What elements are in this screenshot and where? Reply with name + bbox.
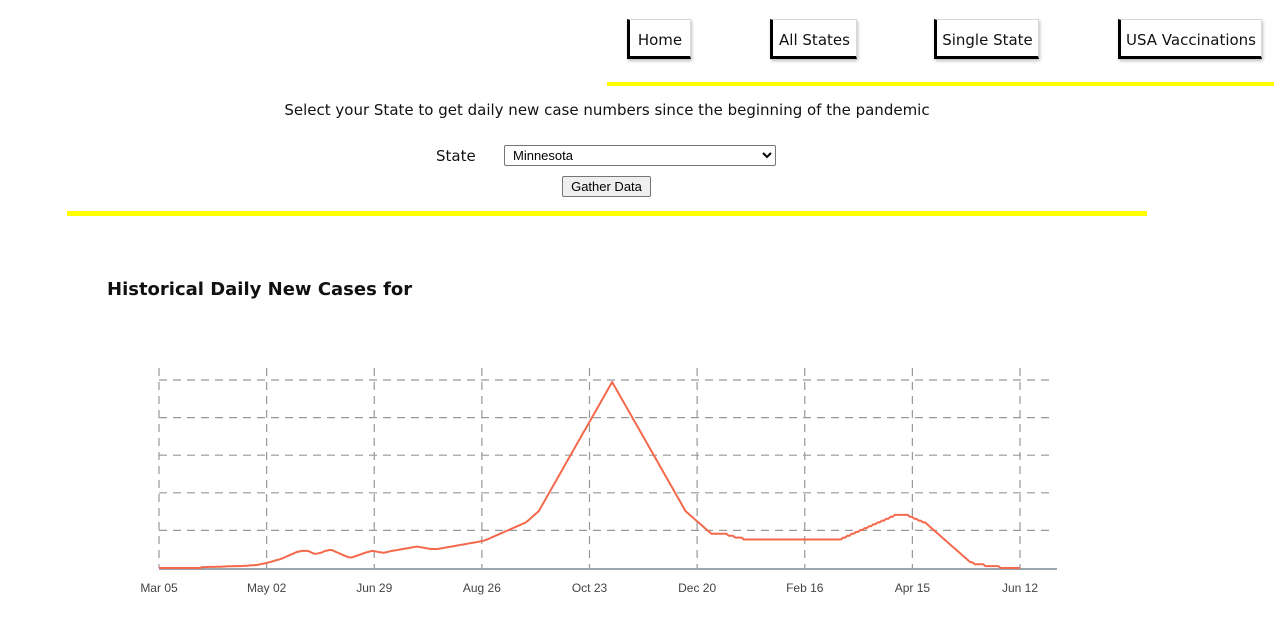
x-tick-label: Jun 12 xyxy=(1002,581,1038,595)
x-tick-label: Apr 15 xyxy=(895,581,931,595)
x-tick-label: Mar 05 xyxy=(140,581,178,595)
x-tick-label: Feb 16 xyxy=(786,581,824,595)
x-tick-label: Dec 20 xyxy=(678,581,716,595)
x-tick-label: Jun 29 xyxy=(356,581,392,595)
x-tick-label: May 02 xyxy=(247,581,287,595)
x-tick-label: Oct 23 xyxy=(572,581,608,595)
x-tick-label: Aug 26 xyxy=(463,581,501,595)
